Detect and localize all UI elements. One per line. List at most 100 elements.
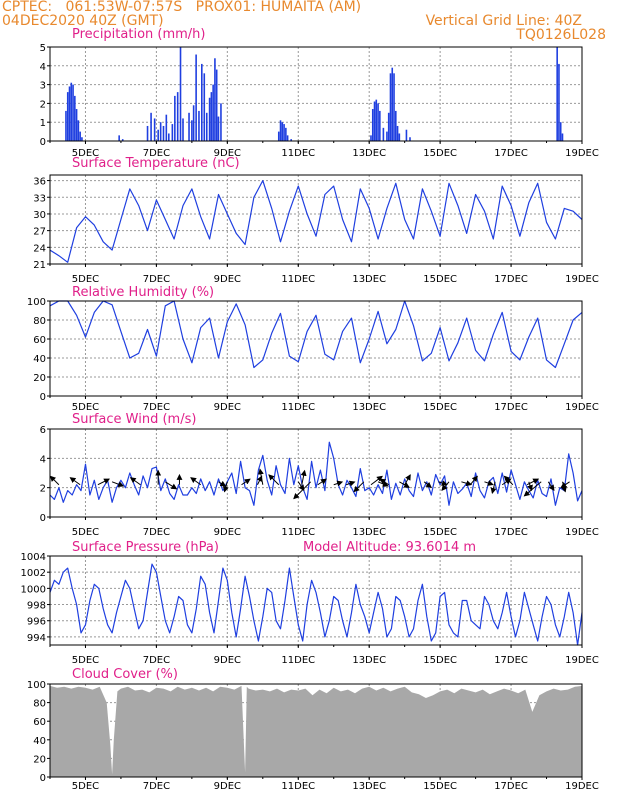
x-tick-label: 13DEC <box>352 527 386 538</box>
x-tick-label: 11DEC <box>281 274 315 285</box>
wind-vector <box>241 478 251 486</box>
wind-vector <box>333 480 344 487</box>
y-tick-label: 994 <box>27 633 46 644</box>
x-tick-label: 19DEC <box>565 148 599 159</box>
precip-bar <box>286 135 289 141</box>
y-tick-label: 4 <box>40 454 46 465</box>
x-tick-label: 9DEC <box>214 527 241 538</box>
y-tick-label: 33 <box>33 193 46 204</box>
wind-vector <box>469 475 478 486</box>
precip-bar <box>396 125 399 141</box>
x-tick-label: 7DEC <box>143 527 170 538</box>
wind-vector <box>300 469 307 485</box>
precip-bar <box>81 137 83 141</box>
precip-bar <box>391 67 394 141</box>
panel-frame-cloud <box>49 683 583 778</box>
wind-vector <box>547 481 555 492</box>
y-tick-label: 21 <box>33 260 46 271</box>
y-tick-label: 40 <box>33 736 46 747</box>
precip-bar <box>285 127 287 141</box>
precip-bar <box>215 69 218 141</box>
precip-bar <box>405 129 408 141</box>
panel-title-temp: Surface Temperature (nC) <box>72 156 240 171</box>
wind-speed-series-line <box>49 441 583 506</box>
precip-bar <box>277 131 280 141</box>
x-tick-label: 13DEC <box>352 781 386 792</box>
x-tick-label: 9DEC <box>214 274 241 285</box>
wind-vector <box>111 481 125 488</box>
precip-bar <box>157 129 159 141</box>
x-tick-label: 7DEC <box>143 274 170 285</box>
precip-bar <box>283 124 285 141</box>
y-tick-label: 40 <box>33 354 46 365</box>
x-tick-label: 7DEC <box>143 781 170 792</box>
x-tick-label: 15DEC <box>423 655 457 666</box>
wind-vector <box>293 481 312 500</box>
precip-bar <box>398 133 401 141</box>
wind-vector <box>377 481 389 487</box>
precip-bar <box>558 63 560 141</box>
y-tick-label: 20 <box>33 373 46 384</box>
precip-bar <box>121 139 124 141</box>
y-tick-label: 27 <box>33 227 46 238</box>
precip-bar <box>68 86 71 141</box>
wind-vector <box>268 474 280 486</box>
wind-vector <box>97 478 110 486</box>
y-tick-label: 2 <box>40 484 46 495</box>
temperature-series-line <box>49 180 583 263</box>
precip-bar <box>188 112 190 141</box>
precip-bar <box>72 84 74 141</box>
x-tick-label: 11DEC <box>281 781 315 792</box>
precip-bar <box>176 92 179 141</box>
x-tick-label: 19DEC <box>565 527 599 538</box>
pressure-series-line <box>49 563 583 646</box>
precip-bar <box>217 116 220 141</box>
precip-bar <box>208 97 211 141</box>
precip-bar <box>79 131 81 141</box>
precip-bar <box>174 95 176 141</box>
precip-bar <box>192 105 195 141</box>
y-tick-label: 0 <box>40 513 46 524</box>
precip-bar <box>212 84 214 141</box>
precip-bar <box>559 122 562 141</box>
wind-vector <box>423 481 432 489</box>
wind-vector <box>490 481 497 494</box>
precip-bar <box>77 120 80 141</box>
precip-bar <box>375 99 378 141</box>
y-tick-label: 30 <box>33 210 46 221</box>
x-tick-label: 17DEC <box>494 274 528 285</box>
panel-rh <box>47 300 583 399</box>
x-tick-label: 5DEC <box>72 148 99 159</box>
x-tick-label: 9DEC <box>214 655 241 666</box>
model-altitude-label: Model Altitude: 93.6014 m <box>303 540 476 555</box>
precip-bar <box>279 120 282 141</box>
wind-vector <box>297 481 305 492</box>
precip-bar <box>387 112 390 141</box>
x-tick-label: 15DEC <box>423 148 457 159</box>
y-tick-label: 1000 <box>21 584 46 595</box>
y-tick-label: 0 <box>40 773 46 784</box>
panel-title-precip: Precipitation (mm/h) <box>72 27 205 42</box>
wind-vector <box>526 478 540 486</box>
x-tick-label: 13DEC <box>352 148 386 159</box>
precip-bar <box>373 101 376 141</box>
precip-bar <box>165 114 168 141</box>
x-tick-label: 9DEC <box>214 148 241 159</box>
precip-bar <box>74 95 76 141</box>
x-tick-label: 5DEC <box>72 655 99 666</box>
panel-frame-rh <box>49 300 583 397</box>
x-tick-label: 5DEC <box>72 402 99 413</box>
precip-bar <box>153 118 156 141</box>
wind-vector <box>370 475 383 486</box>
precip-bar <box>561 133 564 141</box>
x-tick-label: 5DEC <box>72 527 99 538</box>
x-tick-label: 17DEC <box>494 655 528 666</box>
x-tick-label: 17DEC <box>494 527 528 538</box>
precip-bar <box>70 82 73 141</box>
y-tick-label: 5 <box>40 43 46 54</box>
precip-bar <box>214 58 216 141</box>
header-model: TQ0126L028 <box>516 27 606 43</box>
header-station: CPTEC: 061:53W-07:57S PROX01: HUMAITA (A… <box>2 0 362 15</box>
precip-bar <box>200 63 203 141</box>
wind-vector <box>438 480 448 486</box>
